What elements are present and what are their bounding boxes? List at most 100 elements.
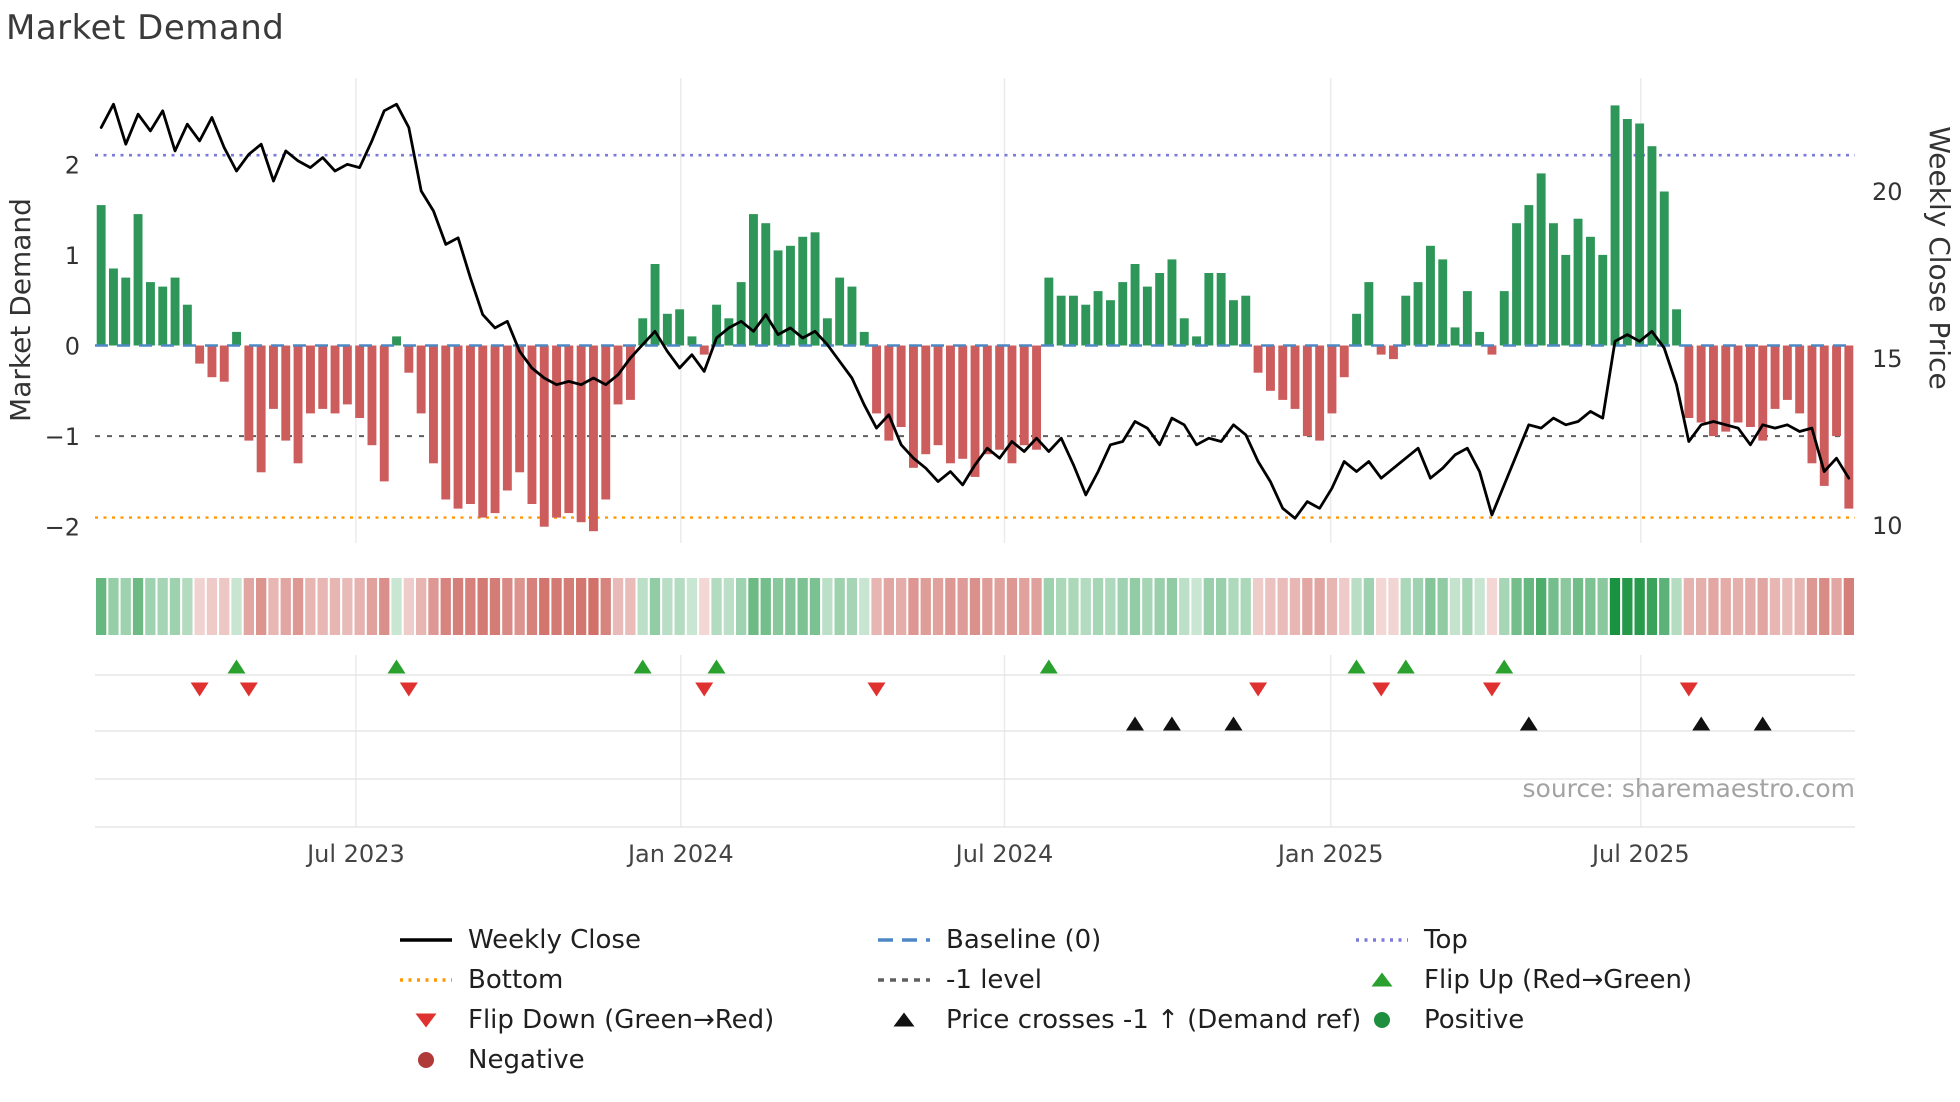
heatmap-cell — [1831, 578, 1842, 635]
demand-bar-negative — [1376, 345, 1386, 355]
heatmap-cell — [169, 578, 181, 635]
demand-bar-positive — [1549, 223, 1558, 346]
demand-bar-positive — [675, 309, 685, 346]
flip-up-marker — [633, 659, 652, 674]
demand-bar-negative — [1721, 345, 1731, 432]
heatmap-cell — [834, 578, 845, 635]
demand-bar-negative — [1019, 345, 1029, 446]
demand-bar-negative — [502, 345, 512, 491]
heatmap-cell — [637, 578, 648, 635]
heatmap-cell — [1696, 578, 1707, 635]
demand-bar-negative — [539, 345, 549, 527]
flip-down-marker — [1679, 682, 1698, 697]
demand-bar-negative — [1696, 345, 1706, 423]
demand-bar-negative — [515, 345, 525, 473]
heatmap-cell — [539, 578, 550, 635]
heatmap-cell — [1732, 578, 1744, 635]
demand-bar-negative — [490, 345, 500, 514]
demand-bar-positive — [1438, 259, 1448, 346]
heatmap-cell — [1671, 578, 1682, 635]
heatmap-cell — [1252, 578, 1264, 635]
heatmap-cell — [686, 578, 698, 635]
heatmap-cell — [1523, 578, 1534, 635]
demand-bar-negative — [195, 345, 205, 364]
heatmap-cell — [1265, 578, 1276, 635]
legend-label: Weekly Close — [468, 925, 641, 955]
demand-bar-negative — [921, 345, 931, 455]
heatmap-cell — [526, 578, 538, 635]
demand-bar-negative — [1487, 345, 1497, 355]
demand-bar-negative — [1684, 345, 1694, 418]
heatmap-cell — [1068, 578, 1079, 635]
demand-bar-positive — [1450, 327, 1460, 346]
demand-bar-negative — [293, 345, 303, 464]
heatmap-cell — [1511, 578, 1522, 635]
right-axis-tick: 15 — [1872, 345, 1903, 373]
page-title: Market Demand — [6, 8, 285, 48]
demand-bar-positive — [650, 264, 660, 346]
demand-bar-negative — [1782, 345, 1792, 400]
demand-bar-negative — [416, 345, 426, 414]
heatmap-cell — [625, 578, 636, 635]
heatmap-cell — [1080, 578, 1091, 635]
heatmap-cell — [736, 578, 747, 635]
heatmap-cell — [1622, 578, 1633, 635]
heatmap-cell — [1191, 578, 1202, 635]
flip-up-marker — [1347, 659, 1366, 674]
demand-bar-positive — [182, 304, 192, 346]
baseline-0-icon — [878, 938, 930, 942]
demand-bar-negative — [1832, 345, 1841, 437]
heatmap-cell — [1819, 578, 1830, 635]
legend-item-flip-down-green-red: Flip Down (Green→Red) — [398, 1005, 876, 1035]
x-axis-tick: Jul 2025 — [1590, 840, 1690, 868]
heatmap-cell — [1314, 578, 1325, 635]
demand-bar-negative — [281, 345, 291, 441]
demand-bar-negative — [995, 345, 1005, 450]
heatmap-cell — [194, 578, 205, 635]
heatmap-cell — [1843, 578, 1854, 635]
demand-bar-negative — [1290, 345, 1300, 409]
demand-bar-negative — [946, 345, 955, 464]
heatmap-cell — [920, 578, 931, 635]
heatmap-cell — [772, 578, 784, 635]
heatmap-cell — [1216, 578, 1227, 635]
legend-label: Baseline (0) — [946, 925, 1102, 955]
x-axis-tick: Jul 2023 — [305, 840, 405, 868]
heatmap-cell — [489, 578, 501, 635]
demand-bar-negative — [564, 345, 574, 514]
heatmap-cell — [945, 578, 956, 635]
flip-up-marker — [707, 659, 726, 674]
heatmap-cell — [354, 578, 365, 635]
demand-bar-negative — [207, 345, 217, 378]
demand-bar-positive — [1647, 146, 1657, 346]
demand-bar-negative — [1253, 345, 1263, 373]
heatmap-cell — [723, 578, 734, 635]
heatmap-cell — [403, 578, 414, 635]
heatmap-cell — [1388, 578, 1399, 635]
demand-bar-positive — [1499, 291, 1509, 346]
flip-down-green-red-icon — [415, 1013, 437, 1028]
demand-bar-positive — [1512, 223, 1521, 346]
demand-bar-positive — [1229, 300, 1238, 346]
heatmap-cell — [108, 578, 119, 635]
demand-bar-negative — [256, 345, 266, 473]
heatmap-cell — [120, 578, 131, 635]
demand-bar-positive — [1413, 282, 1423, 346]
heatmap-cell — [1105, 578, 1116, 635]
legend-item-1-level: -1 level — [876, 965, 1354, 995]
heatmap-cell — [1572, 578, 1584, 635]
demand-bar-positive — [1622, 119, 1632, 346]
demand-bar-positive — [736, 282, 746, 346]
heatmap-cell — [182, 578, 193, 635]
negative-icon — [418, 1052, 434, 1068]
heatmap-cell — [342, 578, 353, 635]
demand-bar-positive — [133, 214, 143, 346]
heatmap-cell — [871, 578, 882, 635]
axis-ticks: −2 −1 0 1 2 10 15 20 Jul 2023 Jan 2024 Jul 2024 Jan… — [45, 151, 1903, 868]
price-crosses-1-demand-ref-icon — [893, 1012, 915, 1027]
heatmap-cell — [256, 578, 267, 635]
price-cross-marker — [1224, 716, 1243, 731]
demand-bar-positive — [1586, 236, 1595, 346]
heatmap-cell — [157, 578, 168, 635]
